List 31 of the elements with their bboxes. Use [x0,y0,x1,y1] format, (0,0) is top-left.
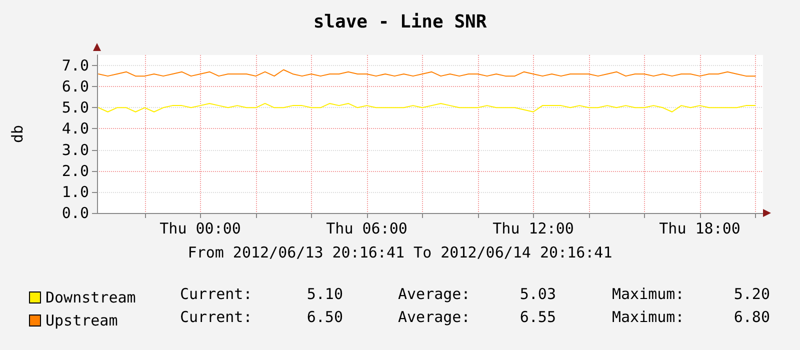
x-tick-label: Thu 00:00 [160,220,241,238]
line-series [98,69,756,77]
x-tick-label: Thu 12:00 [492,220,574,238]
y-tick-label: 5.0 [62,98,89,117]
legend-label: Upstream [46,312,118,330]
chart-title: slave - Line SNR [313,12,487,32]
y-tick-label: 0.0 [62,204,89,222]
text: From 2012/06/13 20:16:41 To 2012/06/14 20:16:41 [188,244,612,262]
text: Maximum: [612,285,684,303]
legend-label: Downstream [46,288,136,306]
y-tick-label: 4.0 [62,120,89,138]
y-tick-label: 1.0 [62,182,89,201]
text: Average: [398,285,470,303]
text: 6.55 [520,308,556,326]
x-tick-label: Thu 06:00 [326,220,408,238]
text: Current: [180,308,252,326]
text: 6.50 [306,308,343,326]
text: Maximum: [612,308,684,326]
y-tick-label: 2.0 [62,162,89,180]
text: Average: [398,308,470,326]
line-series [98,102,756,112]
text: Current: [180,285,252,303]
text: 6.80 [734,308,770,326]
text: 5.10 [306,285,343,303]
y-axis-title: db [8,124,26,144]
y-tick-label: 6.0 [62,78,89,96]
text: 5.03 [520,285,556,303]
y-tick-label: 3.0 [62,140,89,159]
y-tick-label: 7.0 [62,56,89,75]
x-tick-label: Thu 18:00 [659,220,740,238]
text: 5.20 [734,285,770,303]
